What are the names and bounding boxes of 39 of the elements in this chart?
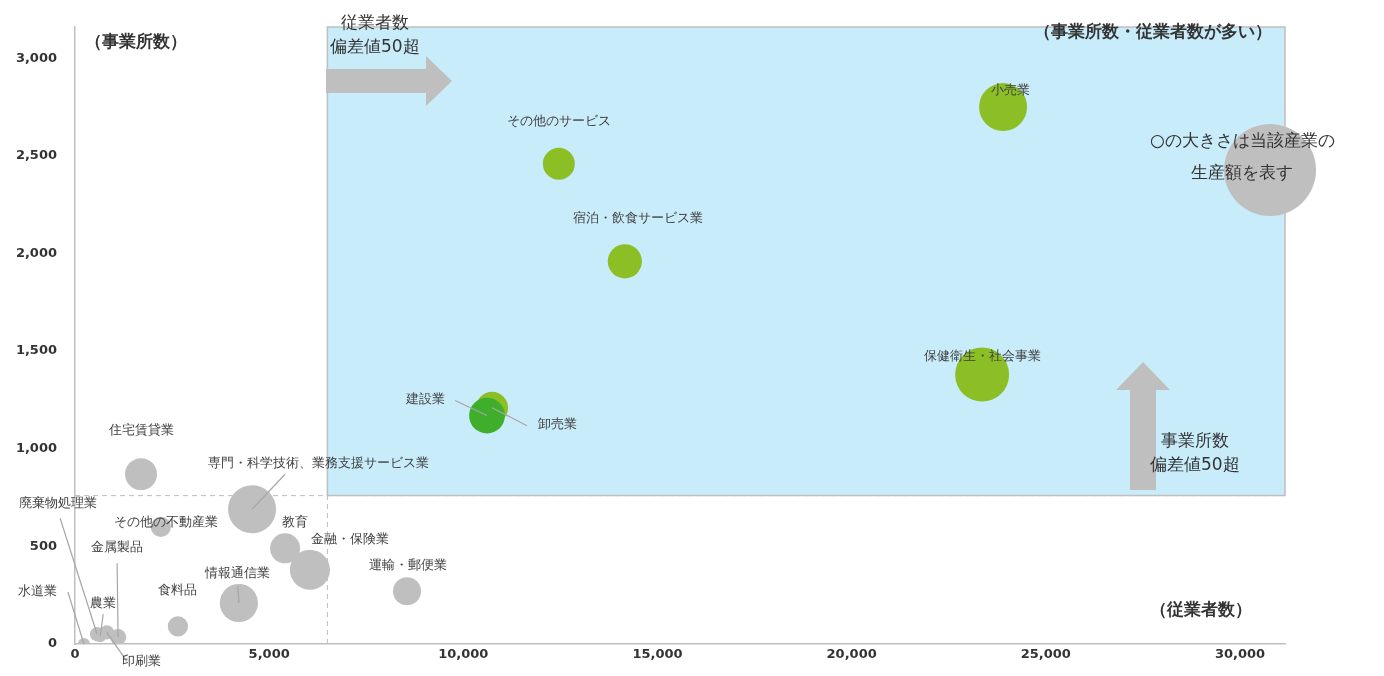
series-label: 建設業 [404, 390, 445, 406]
text: 専門・科学技術、業務支援サービス業 [207, 454, 429, 470]
x-tick-label: 20,000 [826, 646, 877, 662]
text: 宿泊・飲食サービス業 [572, 209, 703, 225]
annotation: 事業所数偏差値50超 [1150, 429, 1240, 476]
text: 金属製品 [91, 538, 144, 554]
y-tick-label: 500 [29, 537, 57, 553]
y-axis-title: （事業所数） [85, 30, 187, 53]
y-tick-label: 0 [47, 635, 57, 651]
x-tick-label: 0 [70, 646, 80, 662]
text: 卸売業 [537, 416, 577, 432]
x-tick-label: 30,000 [1214, 646, 1266, 662]
annotation: （事業所数・従業者数が多い） [1034, 20, 1272, 43]
text: 廃棄物処理業 [19, 494, 98, 510]
series-label: 農業 [90, 594, 117, 610]
series-label: 小売業 [990, 82, 1030, 98]
series-label: 教育 [282, 513, 309, 529]
y-tick-label: 2,500 [15, 147, 57, 163]
series-label: 印刷業 [122, 652, 162, 668]
y-tick-label: 1,000 [15, 440, 57, 456]
text: 住宅賃貸業 [107, 421, 174, 437]
text: 水道業 [18, 583, 58, 599]
x-tick-label: 10,000 [438, 646, 489, 662]
text: その他のサービス [506, 113, 611, 129]
series-label: 情報通信業 [204, 565, 271, 581]
series-label: その他の不動産業 [113, 514, 218, 530]
series-label: 運輸・郵便業 [369, 556, 448, 572]
y-tick-label: 1,500 [15, 342, 57, 358]
annotation: 従業者数偏差値50超 [330, 11, 420, 58]
series-label: 保健衛生・社会事業 [923, 347, 1041, 363]
series-label: 金融・保険業 [310, 531, 389, 547]
x-tick-label: 15,000 [632, 646, 683, 662]
x-tick-label: 25,000 [1020, 646, 1071, 662]
y-tick-label: 2,000 [15, 244, 57, 260]
x-tick-label: 5,000 [248, 646, 290, 662]
series-label: 食料品 [158, 581, 198, 597]
annotation: ○の大きさは当該産業の生産額を表す [1150, 129, 1335, 184]
x-axis-title: （従業者数） [1150, 598, 1252, 621]
y-tick-label: 3,000 [15, 49, 57, 65]
